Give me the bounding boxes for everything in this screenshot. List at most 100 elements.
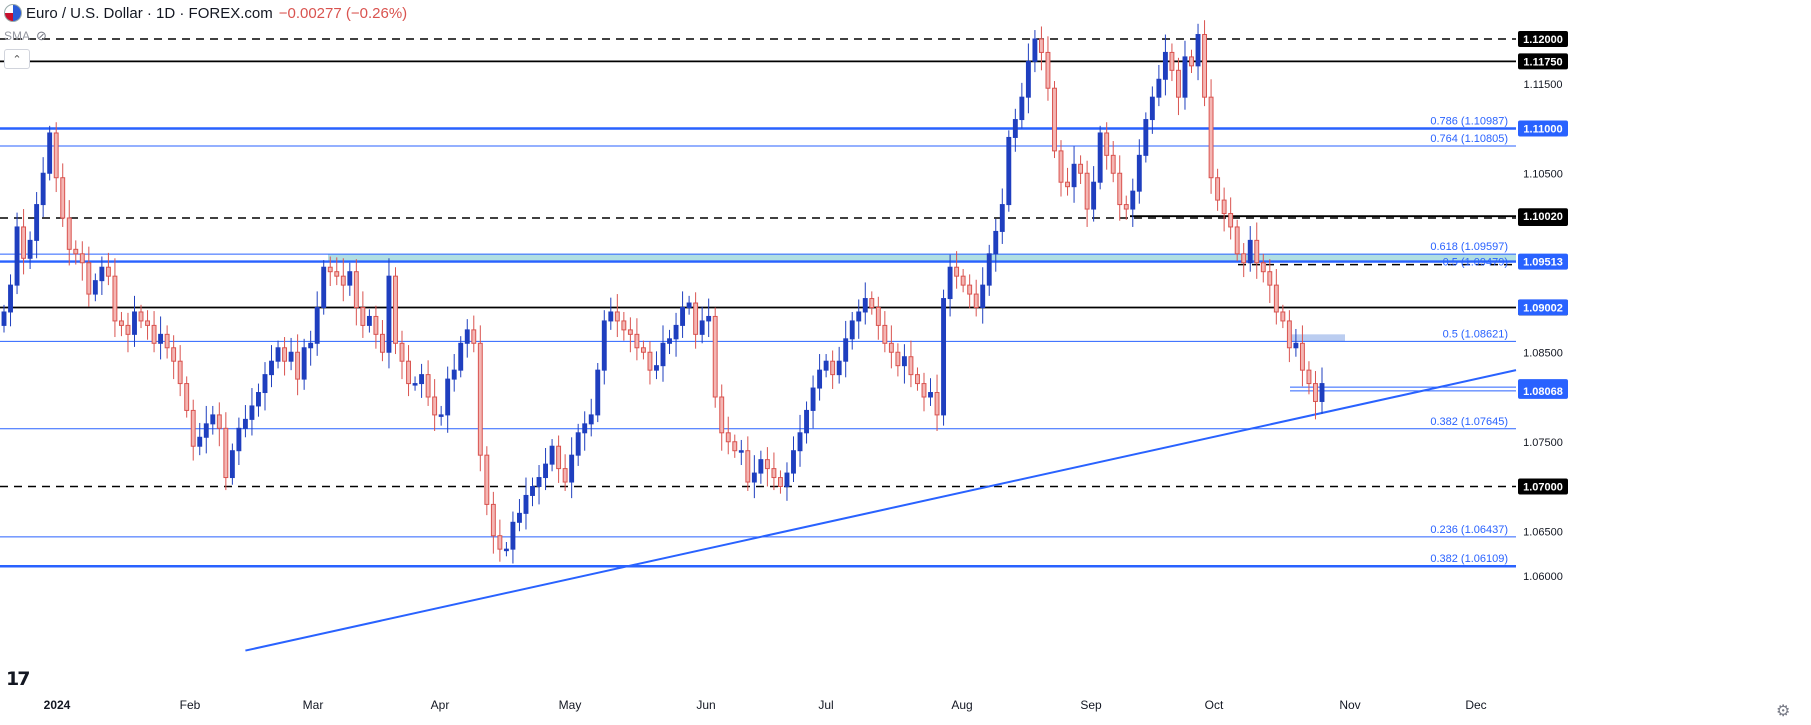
candle-body: [934, 392, 940, 416]
candle-body: [1052, 87, 1057, 152]
sma-label[interactable]: SMA: [4, 29, 31, 43]
candle: [667, 329, 672, 355]
candle-body: [451, 369, 457, 380]
candle: [327, 256, 333, 287]
candle: [1176, 57, 1181, 116]
candle: [647, 341, 653, 385]
candle: [725, 416, 731, 455]
x-tick-label: Jun: [696, 698, 715, 712]
x-tick-label: 2024: [44, 698, 71, 712]
candle-body: [353, 271, 359, 309]
candle: [1189, 49, 1194, 74]
candle: [347, 262, 353, 296]
candle-body: [530, 486, 535, 496]
candle: [993, 218, 999, 272]
candle-body: [34, 204, 40, 241]
candle-body: [92, 280, 98, 295]
candle-body: [732, 441, 738, 452]
candle: [275, 340, 281, 369]
candle-body: [236, 427, 242, 452]
candle-body: [73, 248, 79, 255]
tradingview-logo-icon[interactable]: 17: [6, 668, 30, 690]
fib-labels-layer: 0.786 (1.10987) 0.764 (1.10805) 0.618 (1.0…: [1430, 116, 1508, 566]
candle: [301, 338, 307, 390]
eye-off-icon[interactable]: ⊘: [36, 28, 47, 43]
candle-body: [921, 383, 927, 398]
candle: [249, 388, 255, 436]
candle-body: [915, 374, 920, 385]
candle: [236, 417, 242, 466]
candle: [608, 297, 614, 330]
candle-body: [1, 311, 7, 326]
candle: [314, 291, 320, 356]
candle-body: [171, 347, 177, 362]
candle-body: [118, 320, 124, 326]
candle: [706, 298, 712, 338]
candle: [738, 439, 744, 466]
candle: [118, 311, 124, 337]
candle-body: [275, 347, 281, 362]
candle-body: [667, 338, 672, 344]
candle-body: [627, 329, 633, 335]
candle-body: [1143, 119, 1149, 156]
candle: [203, 405, 209, 454]
candle: [145, 310, 150, 340]
price-tag: 1.09513: [1523, 257, 1563, 269]
candle-body: [1156, 78, 1162, 98]
candle-body: [986, 253, 992, 286]
candle: [882, 311, 888, 353]
gear-icon[interactable]: ⚙: [1776, 703, 1791, 720]
price-tags-layer: 1.120001.117501.110001.100001.095131.090…: [1518, 31, 1568, 495]
indicator-legend[interactable]: SMA ⊘: [4, 28, 47, 44]
ascending-trendline: [245, 369, 1517, 652]
candle-body: [256, 392, 261, 407]
candle-body: [105, 266, 111, 277]
candle: [393, 267, 398, 355]
candle-body: [1299, 342, 1305, 371]
candle: [1065, 167, 1070, 196]
y-tick-label: 1.06000: [1523, 571, 1563, 583]
candle: [379, 320, 385, 362]
candle-body: [1169, 51, 1175, 71]
candle-body: [960, 275, 966, 286]
candle-body: [1084, 172, 1090, 210]
candle-body: [125, 324, 131, 335]
candle: [517, 499, 522, 532]
eur-usd-flag-icon: [4, 4, 22, 22]
candle-body: [1182, 56, 1188, 98]
collapse-legend-button[interactable]: ⌃: [4, 49, 30, 69]
candle: [817, 354, 823, 401]
candle: [908, 340, 914, 388]
symbol-title[interactable]: Euro / U.S. Dollar · 1D · FOREX.com: [26, 4, 273, 22]
candle: [1032, 30, 1038, 73]
candle-body: [379, 333, 385, 353]
y-tick-label: 1.06500: [1523, 526, 1563, 538]
candle-body: [764, 459, 770, 470]
candle: [934, 374, 940, 432]
candle: [875, 296, 881, 340]
candle: [177, 345, 183, 397]
candle: [901, 344, 907, 384]
candle: [164, 325, 170, 359]
candle-body: [340, 275, 346, 286]
candle: [928, 378, 933, 406]
x-tick-label: Sep: [1080, 698, 1102, 712]
candle: [438, 405, 444, 426]
candle-body: [66, 217, 72, 250]
price-tag-bg: [1518, 53, 1568, 70]
candle-body: [967, 284, 973, 295]
candle-body: [1293, 342, 1299, 349]
candle: [614, 294, 620, 338]
candle: [1012, 108, 1018, 152]
candle: [432, 379, 438, 432]
candle-body: [634, 333, 640, 349]
candle: [510, 511, 516, 564]
candle-body: [830, 360, 836, 376]
candle-body: [366, 315, 372, 326]
candle: [497, 519, 503, 562]
price-tag-bg: [1518, 31, 1568, 47]
candle: [1208, 79, 1214, 194]
candle-body: [882, 324, 888, 344]
candle-body: [138, 311, 144, 322]
